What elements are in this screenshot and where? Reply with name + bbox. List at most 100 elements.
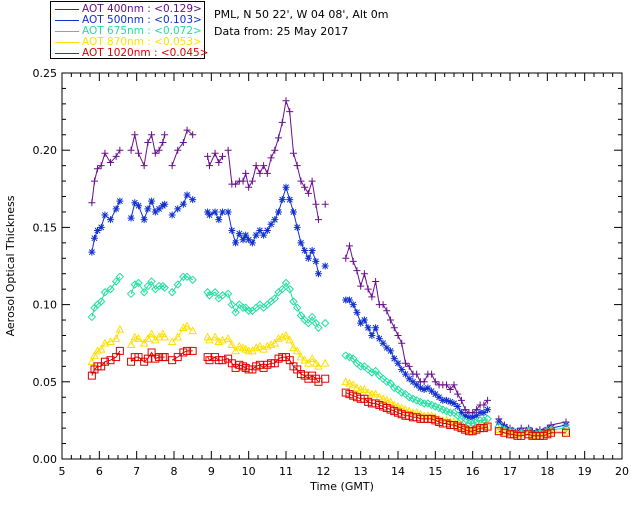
- data-point: [342, 296, 350, 304]
- data-point: [235, 230, 243, 238]
- data-point: [270, 338, 280, 347]
- data-point: [435, 393, 443, 401]
- legend-entry-400nm: AOT 400nm : <0.129>: [55, 4, 202, 15]
- data-point: [148, 131, 156, 139]
- data-point: [304, 318, 313, 328]
- data-point: [155, 146, 163, 154]
- data-point: [312, 257, 320, 265]
- data-point: [312, 200, 320, 208]
- data-point: [174, 205, 182, 213]
- y-tick-label: 0.15: [33, 221, 58, 234]
- data-point: [143, 334, 153, 342]
- data-point: [390, 324, 398, 332]
- data-point: [131, 131, 139, 139]
- data-point: [398, 365, 406, 373]
- y-tick-label: 0.00: [33, 453, 58, 466]
- data-point: [301, 183, 309, 191]
- data-point: [289, 343, 298, 352]
- data-point: [160, 283, 169, 292]
- data-point: [398, 339, 406, 347]
- data-point: [90, 351, 99, 359]
- data-point: [130, 332, 140, 341]
- data-point: [263, 226, 271, 234]
- data-point: [472, 412, 480, 420]
- data-point: [151, 149, 159, 157]
- data-point: [112, 152, 120, 160]
- legend-label-500nm: AOT 500nm : <0.103>: [82, 14, 202, 26]
- data-point: [286, 196, 294, 204]
- data-point: [311, 358, 321, 367]
- series-line: [345, 355, 488, 424]
- data-point: [383, 307, 391, 315]
- data-point: [301, 247, 309, 255]
- data-point: [297, 177, 305, 185]
- data-point: [562, 428, 570, 437]
- data-point: [205, 291, 214, 300]
- data-point: [446, 398, 454, 406]
- x-tick-label: 19: [578, 465, 592, 478]
- legend-label-870nm: AOT 870nm : <0.053>: [82, 36, 202, 48]
- data-point: [390, 355, 398, 363]
- data-point: [454, 403, 462, 411]
- x-tick-label: 14: [391, 465, 405, 478]
- data-point: [111, 334, 121, 342]
- data-point: [228, 226, 236, 234]
- data-point: [360, 316, 368, 324]
- data-point: [353, 267, 361, 275]
- data-point: [353, 308, 361, 316]
- series-line: [91, 149, 121, 203]
- data-point: [267, 220, 275, 228]
- series-4: [87, 346, 570, 440]
- data-point: [168, 211, 176, 219]
- data-point: [134, 334, 143, 342]
- data-point: [210, 332, 220, 341]
- series-0: [88, 97, 570, 435]
- x-tick-label: 15: [428, 465, 442, 478]
- data-point: [296, 352, 306, 361]
- legend-label-1020nm: AOT 1020nm : <0.045>: [82, 47, 209, 59]
- data-point: [263, 169, 271, 177]
- y-tick-label: 0.20: [33, 144, 58, 157]
- data-point: [262, 341, 272, 350]
- data-point: [413, 381, 421, 389]
- data-point: [308, 247, 316, 255]
- x-tick-label: 18: [540, 465, 554, 478]
- axes-ticks: 5 6 7 8 9 10 11 12 13 14 15 16 17 18 19 20 0.00 0.05 0.10 0…: [33, 67, 630, 478]
- data-point: [140, 216, 148, 224]
- data-point: [106, 284, 115, 294]
- data-point: [189, 131, 197, 139]
- data-point: [349, 301, 357, 309]
- data-point: [342, 254, 350, 262]
- legend-line-675nm: [55, 30, 79, 32]
- data-point: [173, 332, 183, 341]
- data-point: [271, 216, 279, 224]
- data-point: [274, 334, 283, 342]
- data-point: [116, 197, 124, 205]
- data-point: [387, 316, 395, 324]
- data-point: [285, 284, 294, 294]
- data-point: [143, 281, 153, 291]
- data-point: [371, 366, 380, 376]
- data-point: [127, 146, 135, 154]
- data-point: [161, 200, 169, 208]
- data-point: [352, 383, 362, 392]
- data-point: [210, 288, 220, 297]
- data-point: [183, 346, 192, 355]
- data-point: [364, 324, 372, 332]
- data-point: [461, 412, 469, 420]
- data-point: [348, 380, 358, 389]
- data-point: [372, 277, 380, 285]
- data-point: [297, 239, 305, 247]
- data-point: [151, 208, 159, 216]
- x-tick-label: 8: [171, 465, 178, 478]
- data-point: [341, 377, 351, 386]
- series-line: [207, 282, 319, 329]
- data-point: [314, 270, 322, 278]
- data-point: [431, 378, 439, 386]
- data-point: [205, 211, 213, 219]
- data-point: [93, 346, 102, 355]
- data-point: [282, 183, 290, 191]
- x-tick-label: 17: [503, 465, 517, 478]
- data-point: [168, 162, 176, 170]
- data-point: [285, 335, 295, 344]
